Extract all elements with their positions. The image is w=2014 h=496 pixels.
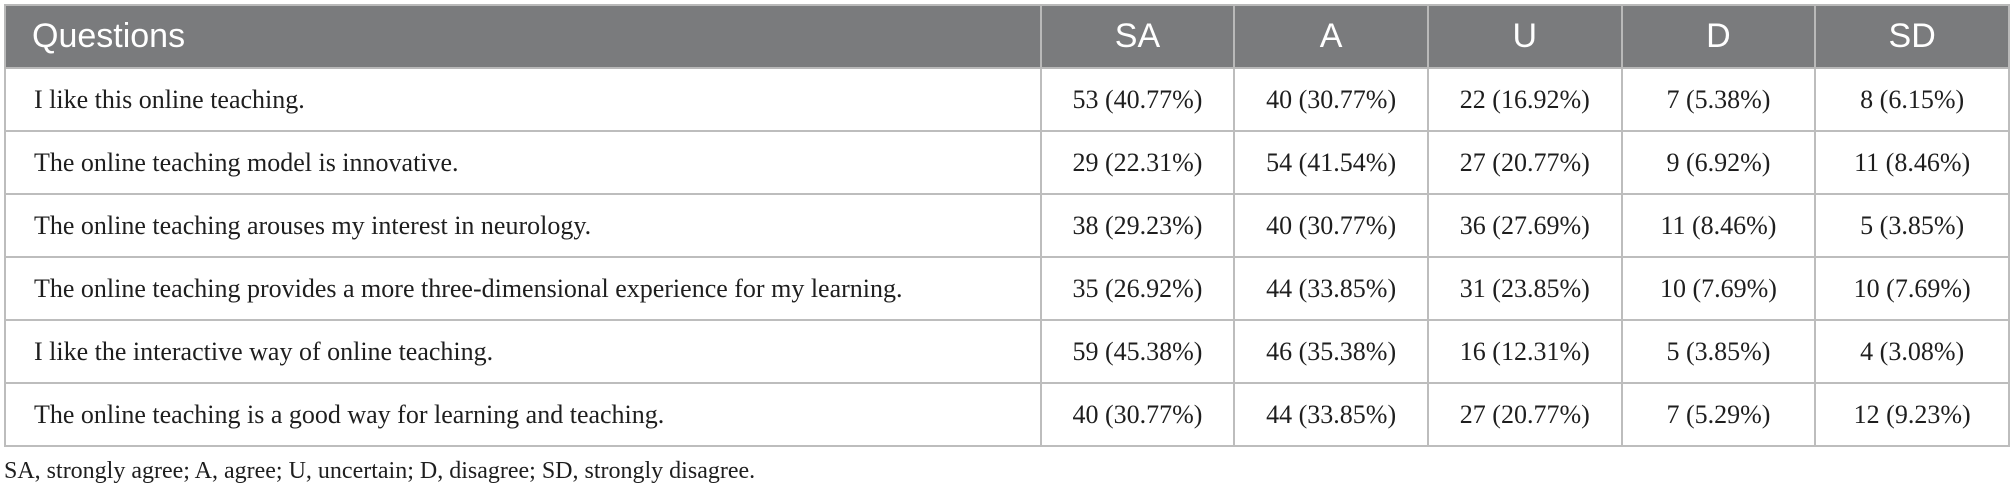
sa-cell: 59 (45.38%): [1039, 319, 1236, 384]
header-u: U: [1426, 4, 1623, 69]
header-row: Questions SA A U D SD: [4, 4, 2010, 69]
table-row: I like the interactive way of online tea…: [4, 319, 2010, 384]
header-a: A: [1233, 4, 1429, 69]
table-body: I like this online teaching. 53 (40.77%)…: [4, 67, 2010, 447]
question-cell: The online teaching model is innovative.: [4, 130, 1042, 195]
sd-cell: 12 (9.23%): [1814, 382, 2010, 447]
u-cell: 27 (20.77%): [1426, 130, 1623, 195]
u-cell: 22 (16.92%): [1426, 67, 1623, 132]
d-cell: 7 (5.29%): [1620, 382, 1817, 447]
table-row: The online teaching provides a more thre…: [4, 256, 2010, 321]
u-cell: 27 (20.77%): [1426, 382, 1623, 447]
survey-table-container: Questions SA A U D SD I like this online…: [4, 4, 2010, 447]
d-cell: 11 (8.46%): [1620, 193, 1817, 258]
a-cell: 40 (30.77%): [1233, 193, 1429, 258]
survey-results-table: Questions SA A U D SD I like this online…: [4, 4, 2010, 447]
sd-cell: 8 (6.15%): [1814, 67, 2010, 132]
sa-cell: 35 (26.92%): [1039, 256, 1236, 321]
sa-cell: 53 (40.77%): [1039, 67, 1236, 132]
sa-cell: 29 (22.31%): [1039, 130, 1236, 195]
header-sa: SA: [1039, 4, 1236, 69]
header-sd: SD: [1814, 4, 2010, 69]
d-cell: 10 (7.69%): [1620, 256, 1817, 321]
header-questions: Questions: [4, 4, 1042, 69]
table-row: The online teaching is a good way for le…: [4, 382, 2010, 447]
a-cell: 44 (33.85%): [1233, 382, 1429, 447]
question-cell: I like this online teaching.: [4, 67, 1042, 132]
question-cell: The online teaching is a good way for le…: [4, 382, 1042, 447]
a-cell: 46 (35.38%): [1233, 319, 1429, 384]
a-cell: 54 (41.54%): [1233, 130, 1429, 195]
table-row: I like this online teaching. 53 (40.77%)…: [4, 67, 2010, 132]
table-row: The online teaching model is innovative.…: [4, 130, 2010, 195]
sd-cell: 4 (3.08%): [1814, 319, 2010, 384]
question-cell: The online teaching arouses my interest …: [4, 193, 1042, 258]
a-cell: 44 (33.85%): [1233, 256, 1429, 321]
a-cell: 40 (30.77%): [1233, 67, 1429, 132]
u-cell: 36 (27.69%): [1426, 193, 1623, 258]
header-d: D: [1620, 4, 1817, 69]
sa-cell: 40 (30.77%): [1039, 382, 1236, 447]
question-cell: I like the interactive way of online tea…: [4, 319, 1042, 384]
question-cell: The online teaching provides a more thre…: [4, 256, 1042, 321]
table-row: The online teaching arouses my interest …: [4, 193, 2010, 258]
sa-cell: 38 (29.23%): [1039, 193, 1236, 258]
u-cell: 31 (23.85%): [1426, 256, 1623, 321]
table-footnote: SA, strongly agree; A, agree; U, uncerta…: [4, 458, 756, 484]
sd-cell: 10 (7.69%): [1814, 256, 2010, 321]
d-cell: 9 (6.92%): [1620, 130, 1817, 195]
sd-cell: 11 (8.46%): [1814, 130, 2010, 195]
table-header: Questions SA A U D SD: [4, 4, 2010, 69]
d-cell: 5 (3.85%): [1620, 319, 1817, 384]
d-cell: 7 (5.38%): [1620, 67, 1817, 132]
sd-cell: 5 (3.85%): [1814, 193, 2010, 258]
u-cell: 16 (12.31%): [1426, 319, 1623, 384]
